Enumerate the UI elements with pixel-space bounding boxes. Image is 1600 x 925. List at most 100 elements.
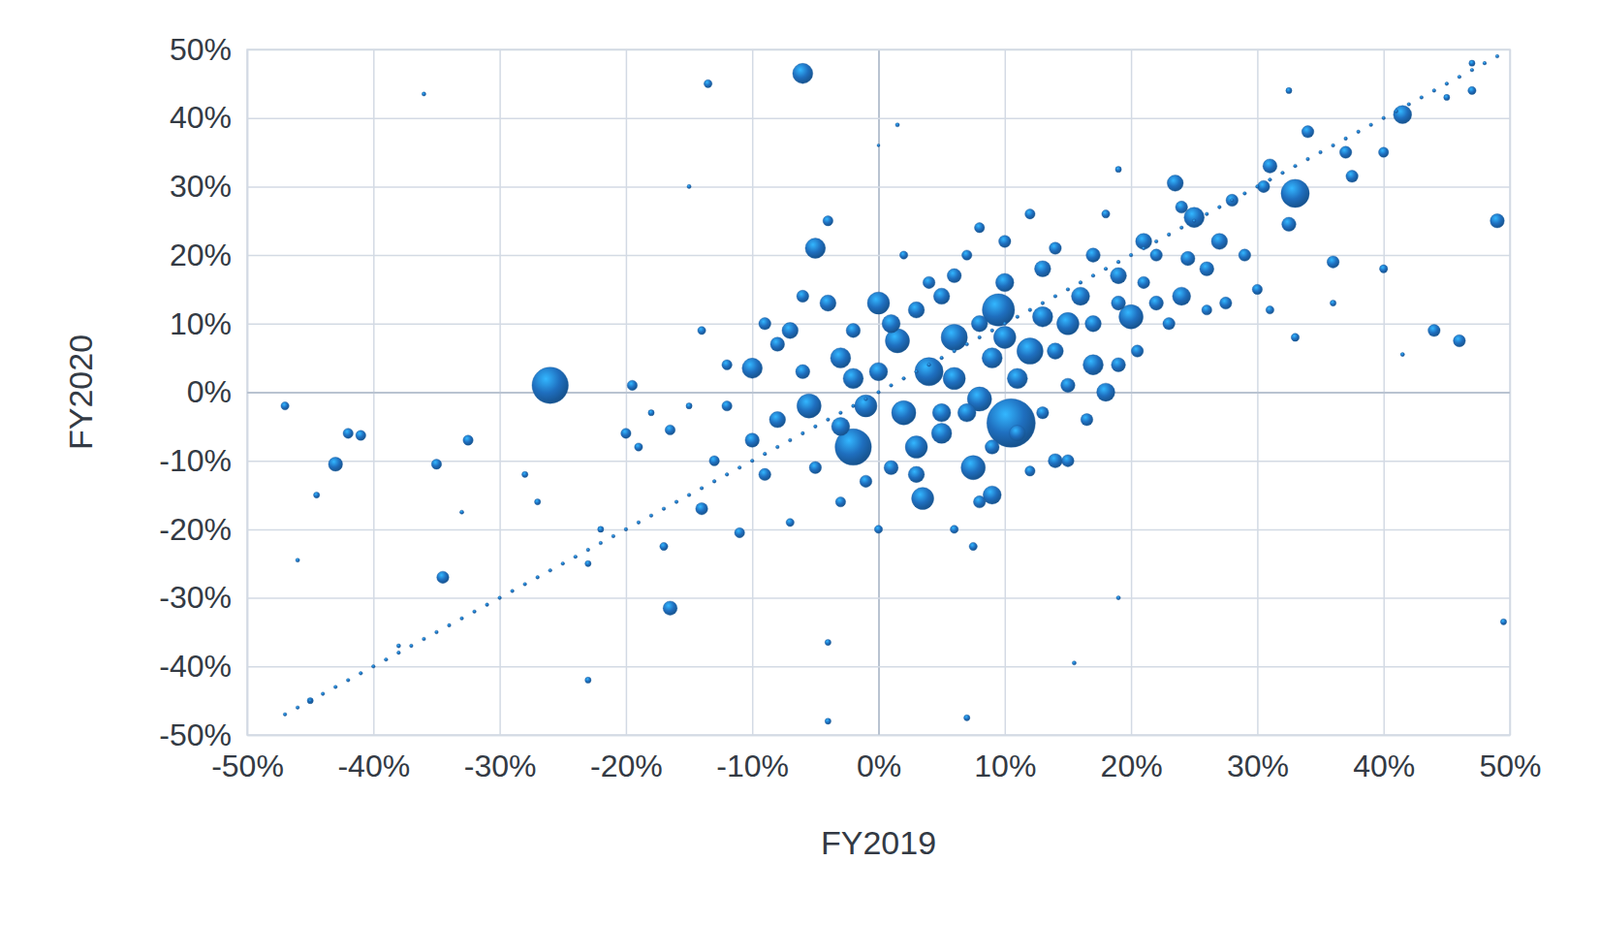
- bubble: [787, 438, 792, 442]
- bubble: [1339, 146, 1352, 159]
- bubble: [1025, 466, 1036, 476]
- bubble: [796, 393, 821, 418]
- x-tick-label: 50%: [1478, 748, 1541, 784]
- bubble: [561, 561, 565, 565]
- bubble: [1378, 147, 1388, 157]
- bubble: [883, 460, 899, 475]
- bubble: [1085, 314, 1102, 332]
- bubble: [839, 410, 844, 415]
- bubble: [795, 364, 811, 379]
- bubble: [1243, 191, 1248, 196]
- bubble: [1432, 89, 1437, 94]
- x-tick: -30%: [464, 49, 537, 784]
- bubble: [1257, 180, 1271, 193]
- bubble: [598, 540, 603, 545]
- x-axis-title: FY2019: [820, 823, 937, 861]
- bubble: [1115, 166, 1122, 173]
- bubble: [1097, 382, 1116, 402]
- bubble: [965, 342, 970, 346]
- bubble: [969, 541, 977, 550]
- bubble: [674, 500, 679, 504]
- x-tick-label: -10%: [716, 748, 789, 784]
- bubble: [891, 400, 916, 425]
- x-tick: -20%: [590, 49, 663, 784]
- bubble: [396, 643, 401, 648]
- bubble: [914, 357, 943, 386]
- bubble: [1199, 261, 1215, 277]
- bubble: [990, 328, 995, 333]
- bubble: [819, 294, 837, 312]
- bubble: [1071, 286, 1091, 306]
- bubble: [1184, 207, 1205, 228]
- bubble: [1290, 333, 1299, 342]
- bubble: [1457, 74, 1462, 79]
- y-tick: -40%: [158, 648, 1510, 684]
- bubble: [1500, 618, 1506, 625]
- x-tick-label: 20%: [1100, 748, 1163, 784]
- y-grid-line: [247, 323, 1510, 326]
- bubble: [1150, 249, 1163, 262]
- bubble: [371, 663, 376, 668]
- bubble: [597, 526, 604, 533]
- bubble: [737, 465, 742, 470]
- x-axis-line: [248, 734, 1511, 737]
- bubble: [328, 456, 344, 471]
- y-tick-label: 0%: [187, 374, 232, 409]
- y-tick-label: 30%: [169, 168, 232, 204]
- bubble: [687, 493, 691, 498]
- bubble: [1192, 219, 1196, 223]
- x-tick: -40%: [337, 49, 410, 784]
- y-tick-label: 20%: [169, 237, 232, 273]
- bubble: [981, 347, 1003, 369]
- bubble: [459, 509, 464, 514]
- bubble: [972, 495, 986, 508]
- bubble: [911, 487, 935, 510]
- bubbles: [281, 54, 1507, 724]
- bubble: [1078, 281, 1083, 285]
- bubble: [824, 638, 831, 645]
- bubble: [1490, 213, 1506, 228]
- bubble: [1047, 343, 1065, 360]
- bubble: [409, 643, 414, 648]
- bubble: [995, 273, 1014, 292]
- bubble: [648, 409, 655, 416]
- bubble: [1393, 105, 1412, 125]
- x-tick-label: -30%: [464, 748, 537, 784]
- bubble: [627, 379, 637, 390]
- bubble: [874, 525, 882, 534]
- bubble: [1281, 170, 1286, 175]
- bubble: [695, 501, 709, 515]
- y-tick: -30%: [158, 579, 1510, 615]
- bubble: [1111, 357, 1127, 373]
- bubble: [940, 355, 944, 360]
- bubble: [809, 461, 822, 474]
- x-tick-label: -20%: [590, 748, 663, 784]
- bubble: [770, 337, 785, 352]
- bubble: [721, 400, 732, 410]
- bubble: [1428, 324, 1442, 338]
- bubble: [1180, 250, 1195, 266]
- bubble: [636, 520, 641, 525]
- bubble: [1318, 150, 1323, 155]
- bubble: [1306, 156, 1311, 161]
- x-tick-label: 30%: [1226, 748, 1289, 784]
- bubble: [822, 216, 833, 226]
- bubble: [1062, 454, 1075, 468]
- bubble: [1036, 406, 1050, 419]
- bubble: [734, 527, 745, 537]
- bubble: [1172, 286, 1192, 306]
- y-tick-label: -10%: [158, 442, 232, 478]
- y-grid-line: [247, 665, 1510, 668]
- x-tick-label: 40%: [1352, 748, 1415, 784]
- bubble: [889, 383, 894, 388]
- bubble: [984, 439, 1000, 455]
- bubble: [792, 62, 814, 84]
- bubble: [1225, 193, 1239, 207]
- bubble: [345, 678, 350, 683]
- bubble: [535, 575, 540, 580]
- bubble: [824, 718, 831, 724]
- bubble: [548, 568, 553, 573]
- bubble: [709, 455, 720, 466]
- bubble: [1394, 109, 1399, 114]
- bubble: [1008, 425, 1026, 442]
